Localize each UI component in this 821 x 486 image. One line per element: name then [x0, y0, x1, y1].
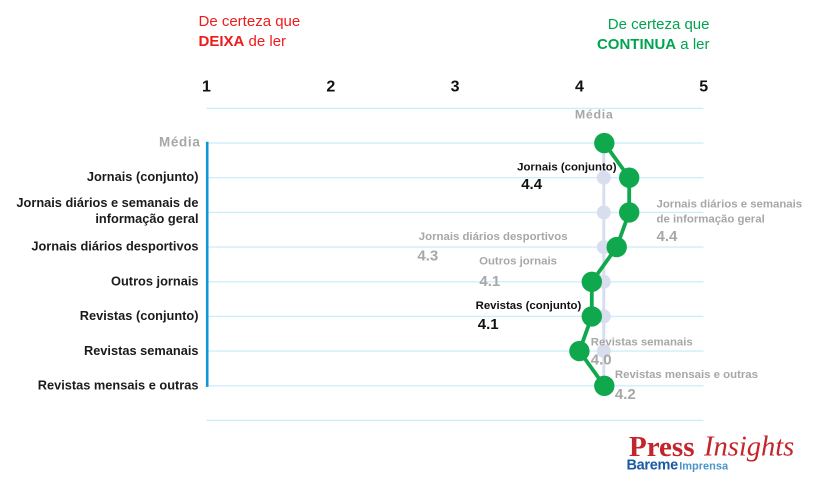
svg-text:Insights: Insights — [703, 432, 794, 463]
svg-text:1: 1 — [202, 79, 211, 96]
svg-text:Revistas (conjunto): Revistas (conjunto) — [476, 300, 582, 312]
svg-text:Revistas mensais e outras: Revistas mensais e outras — [615, 369, 758, 381]
svg-text:De certeza que: De certeza que — [608, 16, 710, 33]
svg-text:Press: Press — [629, 431, 695, 463]
svg-text:Jornais diários e semanais de: Jornais diários e semanais de — [16, 195, 198, 210]
svg-text:Jornais (conjunto): Jornais (conjunto) — [87, 169, 199, 184]
svg-text:Outros jornais: Outros jornais — [479, 255, 557, 267]
svg-text:Jornais diários desportivos: Jornais diários desportivos — [419, 231, 568, 243]
svg-text:de informação geral: de informação geral — [657, 214, 765, 226]
svg-text:4.1: 4.1 — [479, 273, 500, 290]
svg-text:4.2: 4.2 — [615, 386, 636, 403]
svg-text:4.1: 4.1 — [478, 316, 499, 333]
svg-text:Imprensa: Imprensa — [679, 461, 729, 473]
svg-text:4.4: 4.4 — [521, 176, 543, 193]
svg-text:CONTINUA a ler: CONTINUA a ler — [597, 36, 710, 53]
svg-text:Revistas (conjunto): Revistas (conjunto) — [80, 308, 199, 323]
svg-text:Média: Média — [159, 135, 200, 150]
svg-text:5: 5 — [699, 79, 708, 96]
svg-text:Outros jornais: Outros jornais — [111, 273, 198, 288]
svg-text:DEIXA de ler: DEIXA de ler — [199, 33, 287, 50]
svg-text:De certeza que: De certeza que — [199, 13, 301, 30]
svg-text:4: 4 — [575, 79, 584, 96]
svg-text:Jornais diários e semanais: Jornais diários e semanais — [657, 199, 803, 211]
svg-text:4.3: 4.3 — [417, 248, 438, 265]
svg-text:informação geral: informação geral — [95, 211, 198, 226]
svg-text:Revistas mensais e outras: Revistas mensais e outras — [38, 378, 199, 393]
svg-text:4.4: 4.4 — [657, 228, 679, 245]
svg-text:Jornais diários desportivos: Jornais diários desportivos — [31, 239, 198, 254]
svg-text:Média: Média — [575, 107, 614, 121]
svg-text:3: 3 — [451, 79, 460, 96]
svg-text:2: 2 — [326, 79, 335, 96]
svg-text:4.0: 4.0 — [591, 352, 612, 369]
svg-text:Bareme: Bareme — [627, 458, 679, 474]
svg-text:Revistas semanais: Revistas semanais — [591, 337, 693, 349]
svg-text:Jornais (conjunto): Jornais (conjunto) — [517, 162, 617, 174]
svg-text:Revistas semanais: Revistas semanais — [84, 343, 199, 358]
